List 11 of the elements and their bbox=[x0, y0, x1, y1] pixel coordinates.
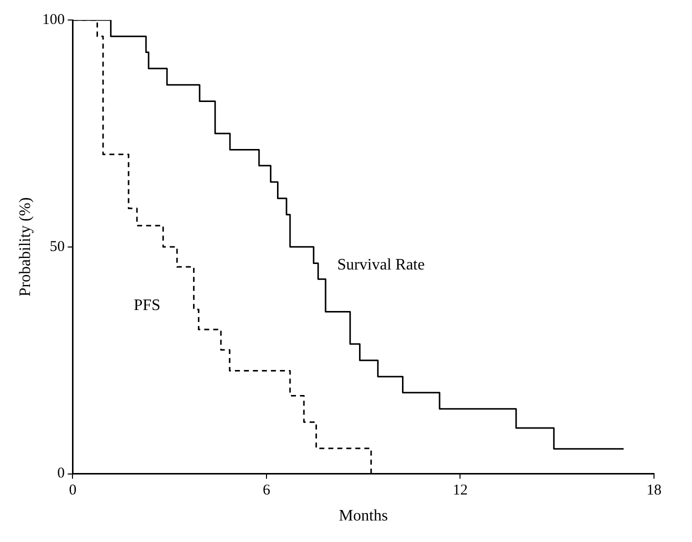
series-label: Survival Rate bbox=[337, 256, 425, 274]
y-tick-label: 100 bbox=[42, 12, 65, 28]
x-tick-label: 6 bbox=[262, 482, 271, 499]
x-tick-label: 12 bbox=[452, 482, 468, 499]
x-tick-label: 18 bbox=[646, 482, 662, 499]
y-tick-label: 50 bbox=[50, 238, 65, 255]
x-tick-label: 0 bbox=[68, 482, 76, 499]
text: PFS bbox=[134, 297, 160, 314]
x-axis-title: Months bbox=[338, 508, 388, 525]
y-axis-title: Probability (%) bbox=[16, 197, 34, 296]
y-tick-label: 0 bbox=[57, 466, 65, 482]
